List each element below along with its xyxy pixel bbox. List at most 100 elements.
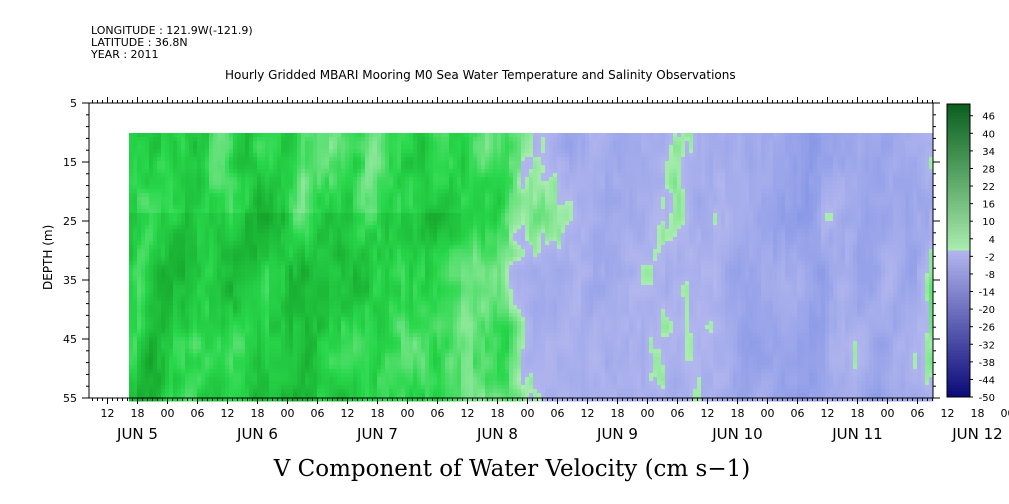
heatmap-cell — [213, 209, 218, 214]
heatmap-cell — [189, 137, 194, 142]
heatmap-cell — [353, 253, 358, 258]
heatmap-cell — [165, 169, 170, 174]
heatmap-cell — [369, 149, 374, 154]
heatmap-cell — [361, 293, 366, 298]
heatmap-cell — [405, 245, 410, 250]
heatmap-cell — [149, 297, 154, 302]
heatmap-cell — [393, 265, 398, 270]
heatmap-cell — [385, 349, 390, 354]
heatmap-cell — [137, 281, 142, 286]
heatmap-cell — [365, 253, 370, 258]
heatmap-cell — [281, 249, 286, 254]
heatmap-cell — [129, 293, 134, 298]
heatmap-cell — [257, 317, 262, 322]
heatmap-cell — [341, 357, 346, 362]
heatmap-cell — [189, 241, 194, 246]
heatmap-cell — [381, 329, 386, 334]
heatmap-cell — [161, 233, 166, 238]
heatmap-cell — [277, 221, 282, 226]
heatmap-cell — [169, 341, 174, 346]
heatmap-cell — [129, 381, 134, 386]
heatmap-cell — [141, 213, 146, 218]
heatmap-cell — [309, 293, 314, 298]
heatmap-cell — [129, 305, 134, 310]
heatmap-cell — [333, 181, 338, 186]
heatmap-cell — [317, 373, 322, 378]
heatmap-cell — [397, 181, 402, 186]
heatmap-cell — [129, 289, 134, 294]
heatmap-cell — [133, 161, 138, 166]
heatmap-cell — [413, 301, 418, 306]
heatmap-cell — [369, 257, 374, 262]
heatmap-cell — [181, 189, 186, 194]
heatmap-cell — [361, 361, 366, 366]
heatmap-cell — [241, 197, 246, 202]
heatmap-cell — [165, 357, 170, 362]
heatmap-cell — [381, 337, 386, 342]
heatmap-cell — [305, 245, 310, 250]
heatmap-cell — [325, 209, 330, 214]
heatmap-cell — [253, 245, 258, 250]
heatmap-cell — [349, 173, 354, 178]
heatmap-cell — [145, 209, 150, 214]
heatmap-cell — [353, 309, 358, 314]
heatmap-cell — [349, 289, 354, 294]
heatmap-cell — [221, 213, 226, 218]
heatmap-cell — [225, 141, 230, 146]
heatmap-cell — [177, 193, 182, 198]
heatmap-cell — [301, 149, 306, 154]
heatmap-cell — [373, 253, 378, 258]
heatmap-cell — [245, 141, 250, 146]
heatmap-cell — [333, 349, 338, 354]
heatmap-cell — [249, 145, 254, 150]
heatmap-cell — [345, 253, 350, 258]
heatmap-cell — [345, 297, 350, 302]
heatmap-cell — [177, 257, 182, 262]
heatmap-cell — [161, 325, 166, 330]
heatmap-cell — [233, 233, 238, 238]
heatmap-cell — [361, 177, 366, 182]
heatmap-cell — [209, 393, 214, 398]
heatmap-cell — [133, 177, 138, 182]
heatmap-cell — [137, 285, 142, 290]
heatmap-cell — [205, 281, 210, 286]
heatmap-cell — [341, 393, 346, 398]
heatmap-cell — [417, 357, 422, 362]
heatmap-cell — [217, 237, 222, 242]
heatmap-cell — [417, 381, 422, 386]
heatmap-cell — [217, 301, 222, 306]
heatmap-cell — [285, 221, 290, 226]
heatmap-cell — [385, 165, 390, 170]
heatmap-cell — [389, 161, 394, 166]
heatmap-cell — [405, 385, 410, 390]
heatmap-cell — [341, 269, 346, 274]
heatmap-cell — [381, 185, 386, 190]
heatmap-cell — [201, 305, 206, 310]
heatmap-cell — [425, 241, 430, 246]
heatmap-cell — [345, 221, 350, 226]
heatmap-cell — [133, 229, 138, 234]
heatmap-cell — [185, 357, 190, 362]
heatmap-cell — [257, 221, 262, 226]
heatmap-cell — [237, 377, 242, 382]
heatmap-cell — [293, 333, 298, 338]
heatmap-cell — [173, 329, 178, 334]
heatmap-cell — [145, 145, 150, 150]
heatmap-cell — [277, 369, 282, 374]
heatmap-cell — [309, 345, 314, 350]
heatmap-cell — [173, 233, 178, 238]
heatmap-cell — [309, 233, 314, 238]
heatmap-cell — [177, 213, 182, 218]
heatmap-cell — [229, 165, 234, 170]
heatmap-cell — [177, 217, 182, 222]
heatmap-cell — [281, 141, 286, 146]
heatmap-cell — [381, 153, 386, 158]
heatmap-cell — [381, 369, 386, 374]
heatmap-cell — [337, 149, 342, 154]
heatmap-cell — [161, 197, 166, 202]
heatmap-cell — [137, 393, 142, 398]
heatmap-cell — [357, 365, 362, 370]
heatmap-cell — [309, 161, 314, 166]
heatmap-cell — [361, 229, 366, 234]
heatmap-cell — [349, 241, 354, 246]
